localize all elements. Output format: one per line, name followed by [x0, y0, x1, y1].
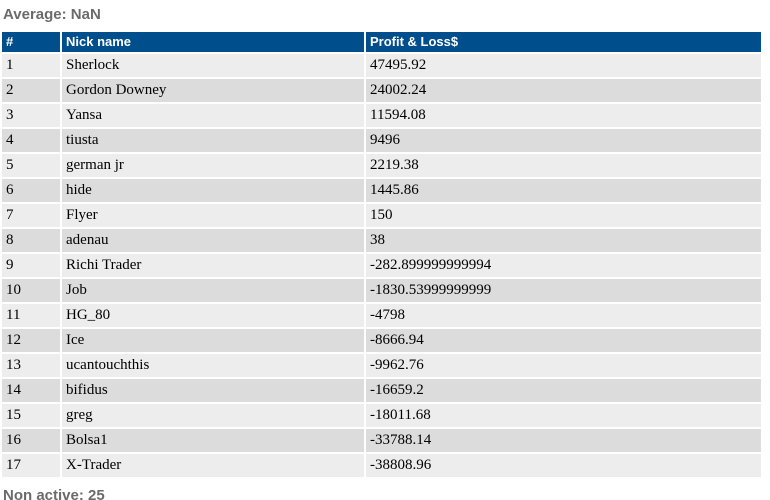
nick-cell: Yansa	[60, 102, 366, 129]
table-header-row: # Nick name Profit & Loss$	[0, 30, 763, 54]
average-label: Average: NaN	[3, 6, 101, 23]
pnl-cell: -4798	[364, 302, 763, 329]
pnl-cell: 2219.38	[364, 152, 763, 179]
nick-cell: HG_80	[60, 302, 366, 329]
nick-cell: Sherlock	[60, 52, 366, 79]
table-row: 17 X-Trader -38808.96	[0, 452, 763, 479]
pnl-cell: 150	[364, 202, 763, 229]
rank-cell: 8	[0, 227, 62, 254]
nick-cell: Gordon Downey	[60, 77, 366, 104]
nick-cell: Job	[60, 277, 366, 304]
pnl-cell: -9962.76	[364, 352, 763, 379]
rank-cell: 1	[0, 52, 62, 79]
rank-cell: 16	[0, 427, 62, 454]
pnl-cell: -38808.96	[364, 452, 763, 479]
pnl-cell: 38	[364, 227, 763, 254]
pnl-cell: -16659.2	[364, 377, 763, 404]
rank-cell: 7	[0, 202, 62, 229]
table-row: 4 tiusta 9496	[0, 127, 763, 154]
rank-cell: 15	[0, 402, 62, 429]
rank-cell: 5	[0, 152, 62, 179]
rank-cell: 9	[0, 252, 62, 279]
pnl-cell: -282.899999999994	[364, 252, 763, 279]
nick-cell: Ice	[60, 327, 366, 354]
rank-cell: 14	[0, 377, 62, 404]
table-row: 5 german jr 2219.38	[0, 152, 763, 179]
non-active-label: Non active: 25	[3, 487, 105, 500]
rank-cell: 6	[0, 177, 62, 204]
column-header-rank: #	[0, 30, 62, 54]
nick-cell: tiusta	[60, 127, 366, 154]
rank-cell: 2	[0, 77, 62, 104]
rank-cell: 10	[0, 277, 62, 304]
table-row: 10 Job -1830.53999999999	[0, 277, 763, 304]
nick-cell: X-Trader	[60, 452, 366, 479]
table-row: 6 hide 1445.86	[0, 177, 763, 204]
rank-cell: 12	[0, 327, 62, 354]
pnl-cell: 1445.86	[364, 177, 763, 204]
rank-cell: 17	[0, 452, 62, 479]
pnl-cell: 11594.08	[364, 102, 763, 129]
table-row: 7 Flyer 150	[0, 202, 763, 229]
nick-cell: hide	[60, 177, 366, 204]
pnl-cell: 9496	[364, 127, 763, 154]
nick-cell: Flyer	[60, 202, 366, 229]
table-row: 13 ucantouchthis -9962.76	[0, 352, 763, 379]
table-row: 2 Gordon Downey 24002.24	[0, 77, 763, 104]
nick-cell: german jr	[60, 152, 366, 179]
pnl-cell: -18011.68	[364, 402, 763, 429]
nick-cell: ucantouchthis	[60, 352, 366, 379]
rank-cell: 11	[0, 302, 62, 329]
profit-loss-table: # Nick name Profit & Loss$ 1 Sherlock 47…	[0, 30, 763, 479]
rank-cell: 4	[0, 127, 62, 154]
table-row: 14 bifidus -16659.2	[0, 377, 763, 404]
table-row: 1 Sherlock 47495.92	[0, 52, 763, 79]
column-header-profit-loss: Profit & Loss$	[364, 30, 763, 54]
column-header-nick-name: Nick name	[60, 30, 366, 54]
table-row: 9 Richi Trader -282.899999999994	[0, 252, 763, 279]
table-row: 15 greg -18011.68	[0, 402, 763, 429]
nick-cell: greg	[60, 402, 366, 429]
nick-cell: Bolsa1	[60, 427, 366, 454]
nick-cell: Richi Trader	[60, 252, 366, 279]
rank-cell: 13	[0, 352, 62, 379]
pnl-cell: 24002.24	[364, 77, 763, 104]
table-row: 8 adenau 38	[0, 227, 763, 254]
table-row: 12 Ice -8666.94	[0, 327, 763, 354]
pnl-cell: -1830.53999999999	[364, 277, 763, 304]
table-row: 3 Yansa 11594.08	[0, 102, 763, 129]
pnl-cell: 47495.92	[364, 52, 763, 79]
nick-cell: bifidus	[60, 377, 366, 404]
pnl-cell: -8666.94	[364, 327, 763, 354]
pnl-cell: -33788.14	[364, 427, 763, 454]
table-row: 11 HG_80 -4798	[0, 302, 763, 329]
nick-cell: adenau	[60, 227, 366, 254]
table-row: 16 Bolsa1 -33788.14	[0, 427, 763, 454]
rank-cell: 3	[0, 102, 62, 129]
